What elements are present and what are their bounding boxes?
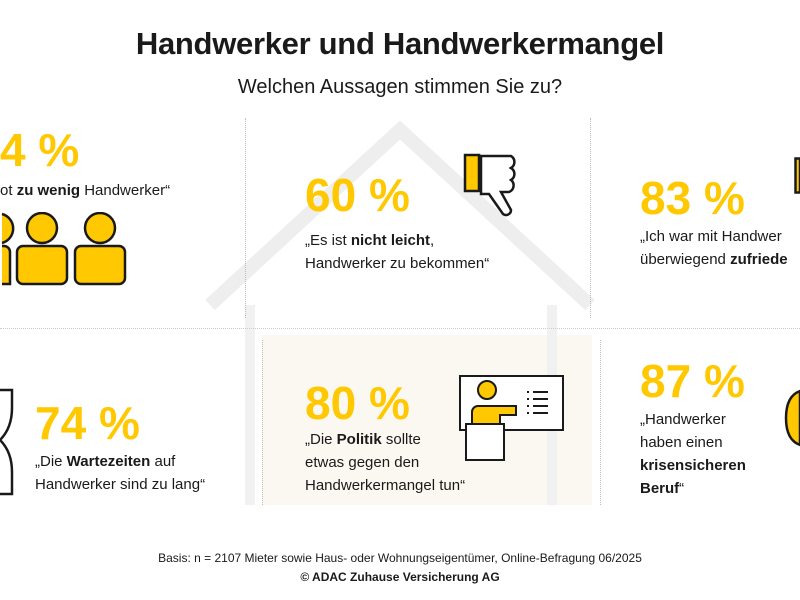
stat-percent: 83 % [640,172,745,224]
shield-icon [784,389,800,447]
stat-percent: 87 % [640,355,745,407]
stat-percent: 60 % [305,169,410,221]
people-icon [1,212,127,286]
footer-basis: Basis: n = 2107 Mieter sowie Haus- oder … [158,551,642,565]
divider [0,328,800,329]
stat-statement: „Handwerker haben einen krisensicheren Beru… [640,411,746,497]
divider [600,340,601,505]
stat-statement: „Die Politik sollte etwas gegen den Handwe… [305,431,466,494]
divider [262,340,263,505]
stat-statement: „Es ist nicht leicht, Handwerker zu bekom… [305,232,490,272]
stat-statement: „Ich war mit Handwer überwiegend zufriede [640,228,788,268]
stat-percent: 80 % [305,377,410,429]
thumbs-up-icon [794,157,800,194]
presenter-icon [459,375,564,461]
thumbs-down-icon [463,153,516,217]
stat-statement: „Die Wartezeiten auf Handwerker sind zu l… [35,453,206,493]
stat-statement: ot zu wenig Handwerker“ [0,182,171,199]
page-subtitle: Welchen Aussagen stimmen Sie zu? [237,76,563,98]
stat-percent: 74 % [35,397,140,449]
footer-copyright: © ADAC Zuhause Versicherung AG [300,570,500,584]
hourglass-icon [0,388,14,496]
stat-percent: 4 % [0,124,80,176]
divider [590,118,591,318]
page-title: Handwerker und Handwerkermangel [135,26,665,61]
divider [245,118,246,318]
